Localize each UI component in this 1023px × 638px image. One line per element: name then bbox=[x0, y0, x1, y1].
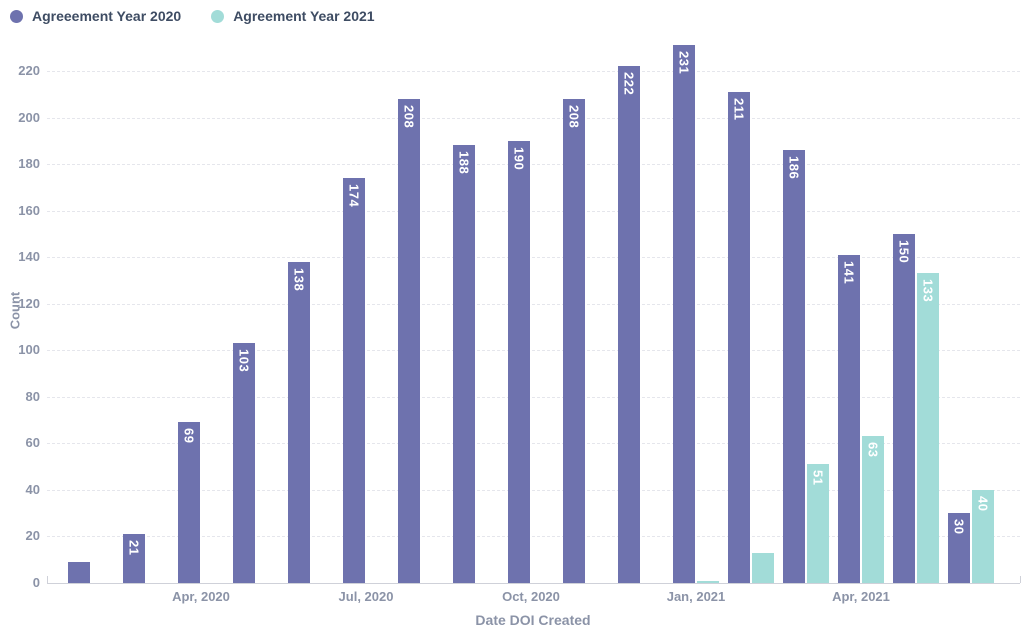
bar-2020-jul-2020[interactable]: 174 bbox=[343, 178, 365, 583]
bar-value-label: 190 bbox=[511, 147, 527, 171]
bar-2020-jan-2021[interactable]: 231 bbox=[673, 45, 695, 583]
bar-value-label: 150 bbox=[896, 240, 912, 264]
bar-2021-may-2021[interactable]: 133 bbox=[917, 273, 939, 583]
x-tick-label: Jan, 2021 bbox=[666, 589, 726, 604]
x-tick-label: Jul, 2020 bbox=[338, 589, 394, 604]
bar-value-label: 208 bbox=[401, 105, 417, 129]
bar-2020-aug-2020[interactable]: 208 bbox=[398, 99, 420, 583]
bar-2020-jun-2020[interactable]: 138 bbox=[288, 262, 310, 583]
bar-value-label: 133 bbox=[920, 279, 936, 303]
y-tick-label: 40 bbox=[25, 481, 40, 497]
gridline bbox=[47, 350, 1020, 352]
bar-2020-nov-2020[interactable]: 208 bbox=[563, 99, 585, 583]
axis-end-tick bbox=[47, 576, 48, 583]
bar-2020-sep-2020[interactable]: 188 bbox=[453, 145, 475, 583]
legend-swatch-icon bbox=[211, 9, 225, 23]
gridline bbox=[47, 164, 1020, 166]
bar-value-label: 103 bbox=[236, 349, 252, 373]
bar-2020-apr-2021[interactable]: 141 bbox=[838, 255, 860, 583]
bar-2020-feb-2021[interactable]: 211 bbox=[728, 92, 750, 583]
bar-2020-mar-2021[interactable]: 186 bbox=[783, 150, 805, 583]
x-tick-label: Apr, 2021 bbox=[832, 589, 890, 604]
legend-label: Agreeement Year 2020 bbox=[32, 8, 182, 24]
y-tick-label: 80 bbox=[25, 388, 40, 404]
y-tick-label: 0 bbox=[32, 575, 40, 590]
x-tick-label: Oct, 2020 bbox=[502, 589, 560, 604]
bar-value-label: 21 bbox=[126, 540, 142, 556]
gridline bbox=[47, 210, 1020, 212]
legend-item-agreement-year-2021[interactable]: Agreement Year 2021 bbox=[211, 8, 375, 24]
bar-2021-jan-2021[interactable] bbox=[697, 581, 719, 583]
legend-swatch-icon bbox=[10, 9, 23, 23]
bar-value-label: 186 bbox=[786, 156, 802, 180]
x-axis-title: Date DOI Created bbox=[475, 612, 591, 628]
legend-label: Agreement Year 2021 bbox=[233, 8, 375, 24]
axis-end-tick bbox=[1020, 576, 1021, 583]
gridline bbox=[47, 117, 1020, 119]
bar-value-label: 222 bbox=[621, 72, 637, 96]
y-tick-label: 60 bbox=[25, 435, 40, 451]
y-tick-label: 100 bbox=[18, 342, 40, 358]
bar-value-label: 40 bbox=[975, 496, 991, 512]
bar-value-label: 211 bbox=[731, 98, 747, 121]
bar-value-label: 188 bbox=[456, 151, 472, 175]
x-axis-line bbox=[47, 583, 1020, 584]
bar-2021-feb-2021[interactable] bbox=[752, 553, 774, 583]
y-tick-label: 140 bbox=[18, 249, 40, 265]
bar-value-label: 30 bbox=[951, 519, 967, 535]
bar-2020-jun-2021[interactable]: 30 bbox=[948, 513, 970, 583]
bar-value-label: 174 bbox=[346, 184, 362, 208]
bar-value-label: 231 bbox=[676, 51, 692, 75]
bar-value-label: 138 bbox=[291, 268, 307, 292]
legend-item-agreeement-year-2020[interactable]: Agreeement Year 2020 bbox=[10, 8, 181, 24]
gridline bbox=[47, 489, 1020, 491]
bar-2020-feb-2020[interactable] bbox=[68, 562, 90, 583]
bar-2021-mar-2021[interactable]: 51 bbox=[807, 464, 829, 583]
bar-value-label: 51 bbox=[810, 470, 826, 486]
gridline bbox=[47, 71, 1020, 72]
bar-2020-may-2021[interactable]: 150 bbox=[893, 234, 915, 583]
y-tick-label: 180 bbox=[18, 156, 40, 172]
bar-2020-oct-2020[interactable]: 190 bbox=[508, 141, 530, 583]
gridline bbox=[47, 536, 1020, 538]
bar-2021-jun-2021[interactable]: 40 bbox=[972, 490, 994, 583]
y-tick-label: 160 bbox=[18, 202, 40, 218]
bar-value-label: 69 bbox=[181, 428, 197, 444]
gridline bbox=[47, 443, 1020, 445]
bar-value-label: 63 bbox=[865, 442, 881, 458]
x-tick-label: Apr, 2020 bbox=[172, 589, 230, 604]
y-tick-label: 120 bbox=[18, 295, 40, 311]
y-axis-title: Count bbox=[7, 291, 23, 330]
bar-2020-mar-2020[interactable]: 21 bbox=[123, 534, 145, 583]
bar-2021-apr-2021[interactable]: 63 bbox=[862, 436, 884, 583]
bar-value-label: 208 bbox=[566, 105, 582, 129]
bar-2020-apr-2020[interactable]: 69 bbox=[178, 422, 200, 583]
y-tick-label: 220 bbox=[18, 63, 40, 78]
gridline bbox=[47, 396, 1020, 398]
bar-2020-may-2020[interactable]: 103 bbox=[233, 343, 255, 583]
legend: Agreeement Year 2020 Agreement Year 2021 bbox=[10, 8, 375, 24]
y-tick-label: 200 bbox=[18, 109, 40, 125]
bar-value-label: 141 bbox=[841, 261, 857, 285]
gridline bbox=[47, 257, 1020, 259]
gridline bbox=[47, 303, 1020, 305]
bar-2020-dec-2020[interactable]: 222 bbox=[618, 66, 640, 583]
y-tick-label: 20 bbox=[25, 528, 40, 544]
